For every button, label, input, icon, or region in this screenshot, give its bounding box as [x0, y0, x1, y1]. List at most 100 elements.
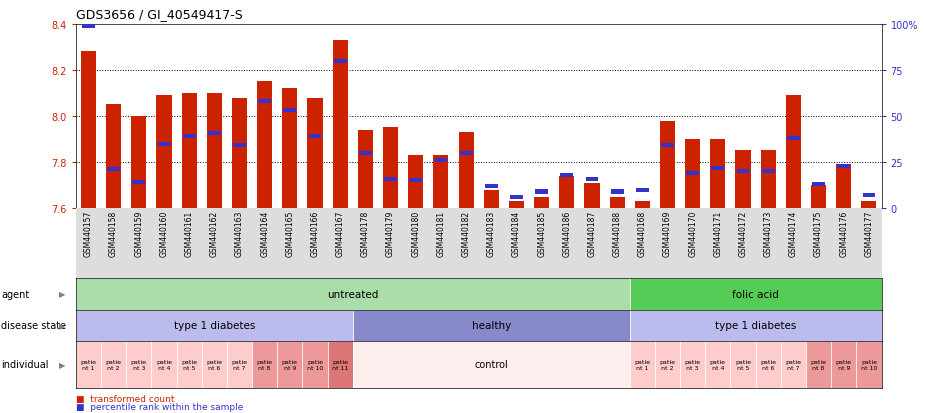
Bar — [307, 98, 323, 209]
Text: GSM440162: GSM440162 — [210, 210, 219, 256]
Bar — [334, 59, 347, 64]
Bar — [227, 341, 253, 388]
Bar — [258, 100, 271, 104]
Text: GSM440177: GSM440177 — [865, 210, 873, 256]
Text: patie
nt 9: patie nt 9 — [282, 359, 298, 370]
Bar — [586, 177, 598, 181]
Text: GSM440180: GSM440180 — [412, 210, 420, 256]
Bar — [760, 151, 776, 209]
Bar — [787, 137, 800, 141]
Text: GSM440183: GSM440183 — [487, 210, 496, 256]
Text: ■  percentile rank within the sample: ■ percentile rank within the sample — [76, 402, 243, 411]
Text: patie
nt 5: patie nt 5 — [181, 359, 197, 370]
Bar — [156, 96, 171, 209]
Text: GSM440174: GSM440174 — [789, 210, 798, 256]
Text: GSM440172: GSM440172 — [738, 210, 747, 256]
Text: GSM440171: GSM440171 — [713, 210, 722, 256]
Bar — [660, 121, 675, 209]
Text: patie
nt 1: patie nt 1 — [80, 359, 96, 370]
Bar — [202, 341, 227, 388]
Text: type 1 diabetes: type 1 diabetes — [715, 320, 796, 330]
Bar — [352, 310, 630, 341]
Bar — [233, 144, 246, 148]
Bar — [157, 142, 170, 146]
Bar — [610, 197, 624, 209]
Bar — [686, 172, 699, 176]
Bar — [207, 94, 222, 209]
Bar — [283, 109, 296, 113]
Text: control: control — [475, 359, 508, 370]
Text: patie
nt 3: patie nt 3 — [684, 359, 701, 370]
Text: GSM440186: GSM440186 — [562, 210, 572, 256]
Bar — [811, 185, 826, 209]
Bar — [610, 190, 623, 194]
Text: GSM440161: GSM440161 — [185, 210, 193, 256]
Bar — [327, 341, 352, 388]
Text: GSM440163: GSM440163 — [235, 210, 244, 256]
Bar — [585, 183, 599, 209]
Text: patie
nt 4: patie nt 4 — [156, 359, 172, 370]
Text: patie
nt 1: patie nt 1 — [635, 359, 650, 370]
Text: GSM440173: GSM440173 — [764, 210, 772, 256]
Text: GSM440164: GSM440164 — [260, 210, 269, 256]
Text: patie
nt 7: patie nt 7 — [785, 359, 801, 370]
Bar — [358, 131, 373, 209]
Bar — [862, 194, 875, 198]
Bar — [208, 131, 221, 135]
Bar — [536, 190, 548, 194]
Bar — [107, 168, 120, 172]
Text: GSM440168: GSM440168 — [638, 210, 647, 256]
Bar — [352, 341, 630, 388]
Text: folic acid: folic acid — [733, 289, 779, 299]
Text: GSM440188: GSM440188 — [612, 210, 622, 256]
Bar — [857, 341, 882, 388]
Text: patie
nt 2: patie nt 2 — [105, 359, 121, 370]
Bar — [635, 188, 648, 192]
Text: type 1 diabetes: type 1 diabetes — [174, 320, 255, 330]
Bar — [76, 310, 352, 341]
Text: GSM440181: GSM440181 — [437, 210, 446, 256]
Text: GSM440179: GSM440179 — [386, 210, 395, 256]
Bar — [762, 170, 774, 174]
Bar — [101, 341, 126, 388]
Bar — [383, 128, 398, 209]
Text: GSM440157: GSM440157 — [84, 210, 92, 256]
Text: GSM440185: GSM440185 — [537, 210, 546, 256]
Bar — [510, 195, 523, 199]
Bar — [253, 341, 278, 388]
Text: GSM440169: GSM440169 — [663, 210, 672, 256]
Bar — [302, 341, 327, 388]
Bar — [836, 165, 851, 209]
Bar — [309, 135, 322, 139]
Bar — [509, 202, 524, 209]
Bar — [282, 89, 298, 209]
Bar — [410, 179, 422, 183]
Bar — [434, 156, 449, 209]
Bar — [781, 341, 806, 388]
Text: GSM440165: GSM440165 — [285, 210, 294, 256]
Bar — [680, 341, 705, 388]
Bar — [384, 177, 397, 181]
Text: patie
nt 2: patie nt 2 — [660, 359, 675, 370]
Text: GSM440167: GSM440167 — [336, 210, 345, 256]
Bar — [635, 202, 650, 209]
Bar — [106, 105, 121, 209]
Text: individual: individual — [1, 359, 48, 370]
Bar — [832, 341, 857, 388]
Bar — [484, 190, 499, 209]
Bar — [485, 185, 498, 188]
Text: patie
nt 8: patie nt 8 — [810, 359, 827, 370]
Text: GSM440176: GSM440176 — [839, 210, 848, 256]
Text: GSM440187: GSM440187 — [587, 210, 597, 256]
Text: patie
nt 6: patie nt 6 — [760, 359, 776, 370]
Bar — [837, 164, 850, 169]
Text: patie
nt 10: patie nt 10 — [861, 359, 877, 370]
Text: patie
nt 6: patie nt 6 — [206, 359, 222, 370]
Text: ■  transformed count: ■ transformed count — [76, 394, 174, 403]
Bar — [278, 341, 302, 388]
Text: ▶: ▶ — [59, 290, 66, 299]
Bar — [711, 166, 724, 170]
Text: patie
nt 7: patie nt 7 — [231, 359, 248, 370]
Bar — [756, 341, 781, 388]
Bar — [655, 341, 680, 388]
